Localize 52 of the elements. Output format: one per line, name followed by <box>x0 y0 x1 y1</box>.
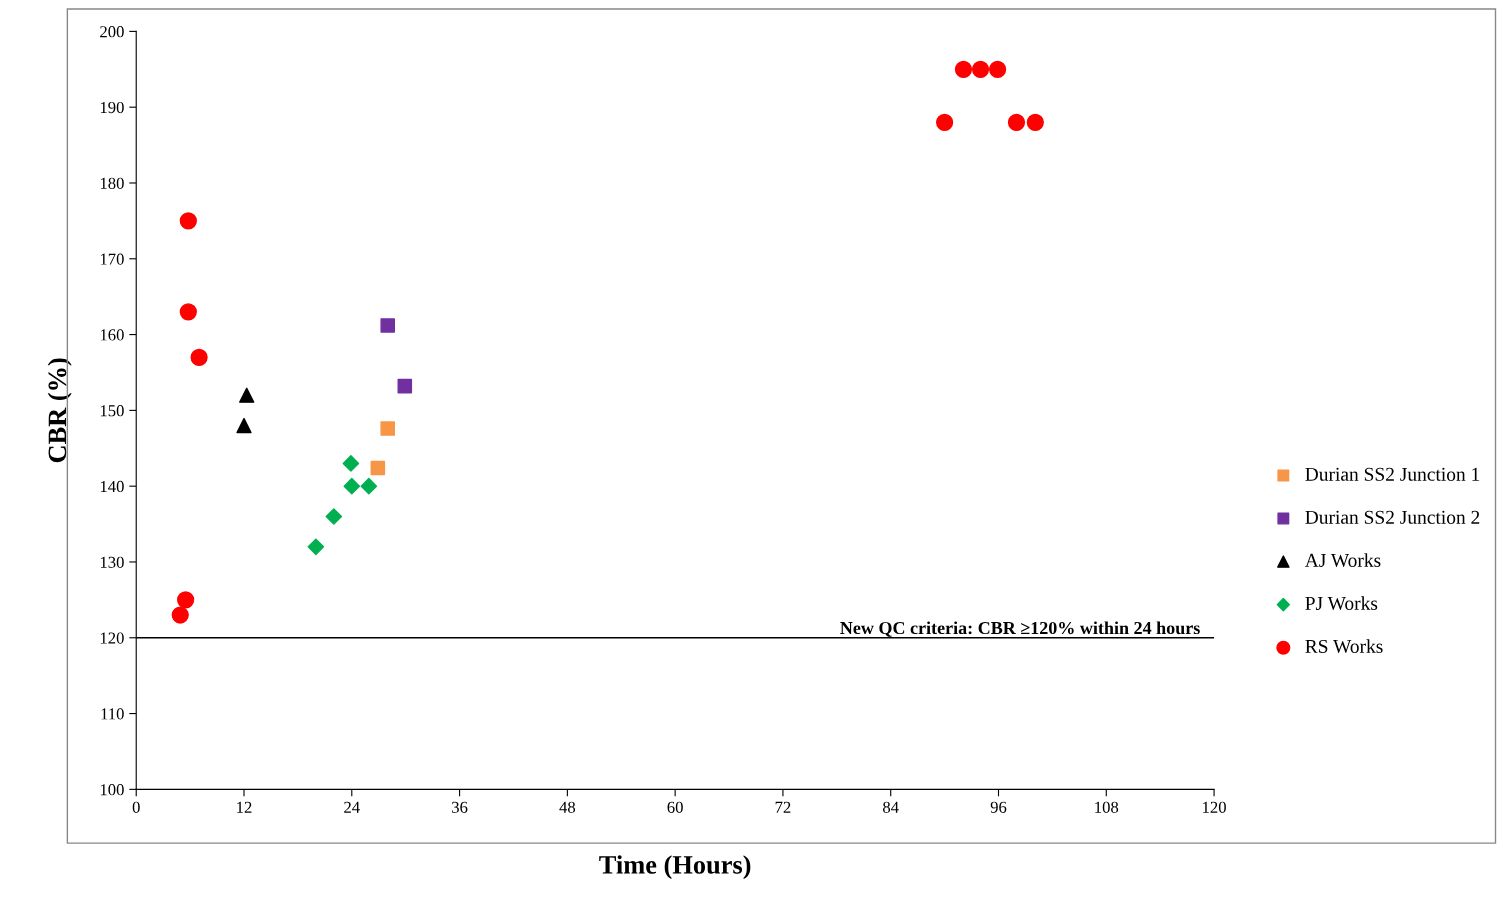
point <box>236 417 252 434</box>
point <box>954 60 973 78</box>
point <box>370 460 386 476</box>
x-tick-label: 24 <box>344 801 360 813</box>
point <box>179 212 197 230</box>
point <box>307 538 325 556</box>
point <box>380 421 396 436</box>
x-tick-label: 72 <box>775 801 791 813</box>
ref-line-label: New QC criteria: CBR ≥120% within 24 hours <box>840 621 1200 637</box>
point <box>179 303 197 321</box>
point <box>325 508 343 525</box>
y-tick-label: 170 <box>100 253 124 265</box>
y-tick-label: 180 <box>100 177 124 189</box>
y-tick-label: 160 <box>100 329 124 341</box>
y-axis-title: CBR (%) <box>47 358 72 463</box>
y-tick-label: 140 <box>100 480 124 493</box>
legend-label: Durian SS2 Junction 2 <box>1305 510 1480 524</box>
x-tick-label: 120 <box>1203 801 1226 813</box>
y-tick-label: 190 <box>100 101 124 114</box>
x-tick-label: 96 <box>990 801 1007 813</box>
x-axis-title: Time (Hours) <box>599 855 751 880</box>
y-tick-label: 150 <box>100 405 124 417</box>
legend-label: PJ Works <box>1305 596 1378 611</box>
point <box>935 113 954 131</box>
point <box>190 348 208 366</box>
point <box>177 591 195 609</box>
y-tick-label: 130 <box>100 556 124 568</box>
x-tick-label: 0 <box>132 801 140 813</box>
x-tick-label: 60 <box>667 801 683 813</box>
point <box>342 455 360 472</box>
legend-label: Durian SS2 Junction 1 <box>1305 467 1480 481</box>
point <box>397 378 413 394</box>
point <box>380 318 396 333</box>
point <box>971 60 990 78</box>
point <box>1026 113 1044 131</box>
x-tick-label: 84 <box>883 801 899 813</box>
point <box>360 477 378 495</box>
x-tick-label: 48 <box>559 801 576 813</box>
legend-label: AJ Works <box>1304 553 1381 567</box>
y-tick-label: 200 <box>100 26 124 38</box>
point <box>1007 113 1026 131</box>
x-tick-label: 36 <box>452 801 468 813</box>
legend-label: RS Works <box>1305 639 1383 654</box>
point <box>171 606 189 624</box>
y-tick-label: 110 <box>101 708 124 720</box>
point <box>239 387 255 403</box>
y-tick-label: 100 <box>100 784 124 796</box>
point <box>988 60 1007 78</box>
x-tick-label: 12 <box>237 801 252 813</box>
point <box>343 477 361 495</box>
x-tick-label: 108 <box>1095 801 1119 813</box>
y-tick-label: 120 <box>100 632 124 644</box>
